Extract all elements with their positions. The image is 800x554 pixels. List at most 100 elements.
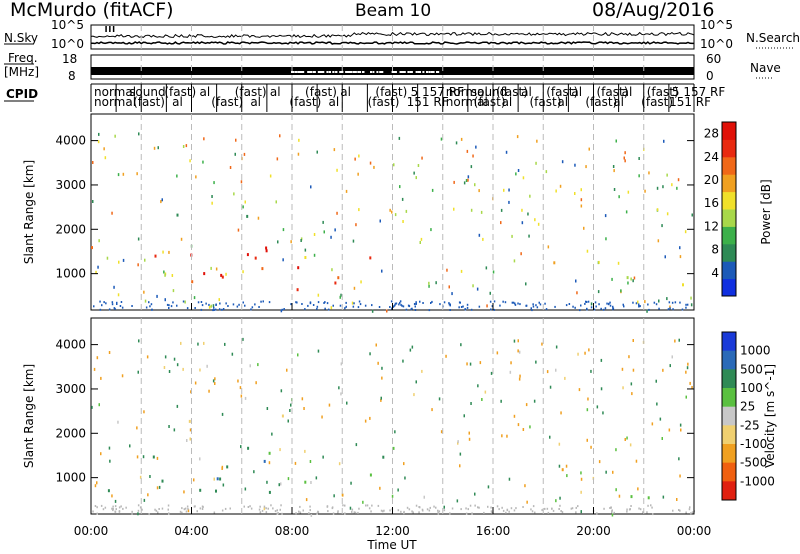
data-cell — [475, 145, 477, 149]
data-cell — [612, 470, 614, 474]
data-cell — [151, 308, 153, 311]
data-cell — [98, 239, 100, 243]
data-cell — [137, 504, 140, 507]
data-cell — [131, 305, 133, 307]
data-cell — [249, 364, 251, 368]
data-cell — [352, 239, 355, 243]
nsearch-tick-high: 10^5 — [700, 18, 733, 32]
data-cell — [265, 246, 268, 250]
data-cell — [638, 157, 640, 160]
data-cell — [125, 506, 127, 509]
data-cell — [390, 300, 393, 303]
data-cell — [323, 230, 325, 234]
data-cell — [327, 510, 329, 513]
data-cell — [91, 246, 93, 250]
data-cell — [298, 138, 300, 142]
data-cell — [351, 510, 353, 513]
data-cell — [280, 389, 283, 393]
data-cell — [426, 508, 429, 511]
data-cell — [525, 304, 528, 307]
data-cell — [552, 509, 555, 512]
data-cell — [290, 240, 292, 244]
data-cell — [403, 510, 405, 513]
data-cell — [222, 483, 225, 487]
data-cell — [422, 509, 424, 512]
data-cell — [394, 213, 397, 217]
data-cell — [605, 237, 607, 241]
data-cell — [218, 308, 221, 311]
data-cell — [364, 304, 367, 307]
data-cell — [613, 511, 615, 514]
data-cell — [330, 235, 332, 239]
data-cell — [277, 512, 279, 515]
data-cell — [624, 438, 626, 441]
data-cell — [555, 345, 558, 349]
data-cell — [610, 506, 612, 509]
data-cell — [97, 265, 99, 269]
data-cell — [119, 305, 122, 307]
data-cell — [221, 308, 223, 311]
data-cell — [93, 305, 95, 308]
freq-unit-label: [MHz] — [4, 65, 39, 79]
data-cell — [411, 510, 413, 513]
data-cell — [490, 506, 492, 509]
data-cell — [478, 305, 481, 308]
data-cell — [560, 411, 562, 415]
data-cell — [397, 488, 399, 492]
data-cell — [339, 295, 341, 299]
data-cell — [504, 301, 507, 304]
data-cell — [549, 385, 552, 389]
data-cell — [689, 506, 691, 509]
data-cell — [686, 366, 689, 370]
data-cell — [685, 370, 687, 374]
data-cell — [313, 233, 316, 236]
data-cell — [205, 302, 207, 305]
data-cell — [580, 188, 582, 192]
data-cell — [531, 510, 534, 513]
data-cell — [393, 163, 395, 167]
data-cell — [588, 147, 590, 151]
data-cell — [316, 307, 318, 310]
data-cell — [603, 507, 605, 510]
data-cell — [657, 239, 660, 243]
data-cell — [331, 268, 333, 272]
data-cell — [359, 303, 362, 306]
data-cell — [606, 302, 608, 305]
data-cell — [397, 509, 400, 512]
data-cell — [568, 303, 571, 305]
data-cell — [162, 250, 164, 254]
data-cell — [529, 425, 531, 429]
data-cell — [510, 507, 513, 510]
data-cell — [167, 508, 169, 511]
data-cell — [111, 301, 114, 304]
data-cell — [139, 506, 142, 509]
cpid-text: (fast) — [496, 85, 528, 99]
data-cell — [315, 476, 318, 480]
velocity-colorbar-tick: -1000 — [740, 474, 775, 488]
data-cell — [519, 374, 521, 378]
data-cell — [221, 412, 224, 416]
data-cell — [661, 437, 663, 440]
data-cell — [215, 304, 217, 306]
data-cell — [431, 300, 433, 303]
data-cell — [394, 302, 397, 305]
data-cell — [221, 275, 224, 279]
data-cell — [501, 434, 503, 438]
data-cell — [244, 304, 246, 307]
data-cell — [414, 309, 417, 311]
data-cell — [168, 370, 171, 373]
data-cell — [371, 304, 373, 307]
data-cell — [531, 309, 533, 312]
data-cell — [408, 305, 411, 308]
data-cell — [629, 508, 631, 511]
data-cell — [259, 505, 261, 508]
data-cell — [632, 339, 634, 342]
data-cell — [309, 460, 312, 463]
data-cell — [153, 146, 156, 150]
freq-label: Freq. — [8, 51, 38, 65]
cpid-text: al — [250, 95, 261, 109]
data-cell — [626, 436, 628, 440]
data-cell — [144, 299, 147, 303]
y-tick-label: 1000 — [55, 471, 86, 485]
data-cell — [466, 149, 469, 153]
